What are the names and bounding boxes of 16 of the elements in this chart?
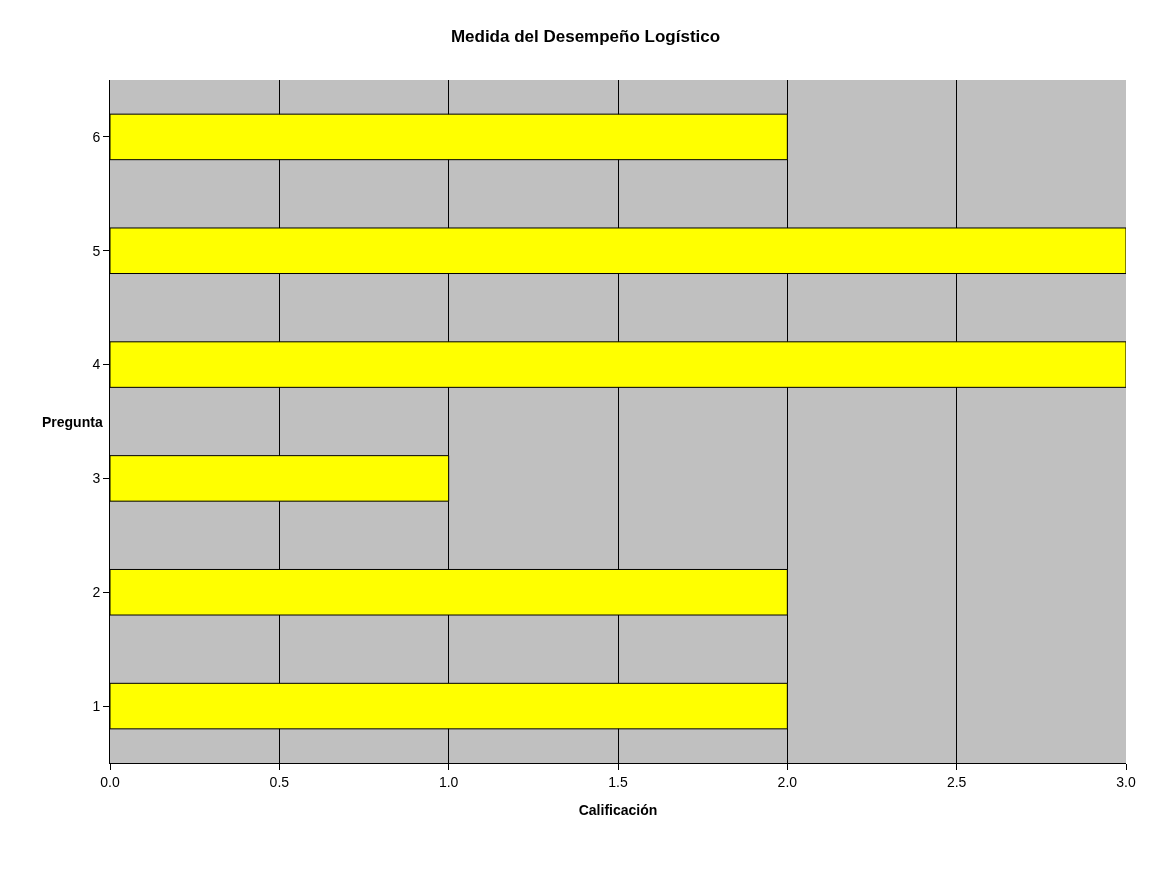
y-tick-label: 1 (92, 697, 101, 714)
y-tick-label: 6 (92, 128, 101, 145)
x-tick-label: 3.0 (1116, 773, 1136, 790)
chart-title: Medida del Desempeño Logístico (450, 27, 721, 47)
x-tick-label: 1.0 (438, 773, 459, 790)
x-tick-label: 1.5 (608, 773, 628, 790)
x-tick-label: 0.0 (100, 773, 120, 790)
x-tick-label: 2.0 (777, 773, 798, 790)
y-tick-label: 3 (92, 470, 101, 487)
y-tick-label: 2 (92, 584, 101, 601)
x-tick-label: 2.5 (946, 773, 967, 790)
y-tick-label: 5 (92, 242, 101, 259)
x-axis-title: Calificación (578, 802, 658, 818)
y-axis-title: Pregunta (42, 414, 103, 430)
y-tick-label: 4 (92, 356, 101, 373)
x-tick-label: 0.5 (269, 773, 290, 790)
